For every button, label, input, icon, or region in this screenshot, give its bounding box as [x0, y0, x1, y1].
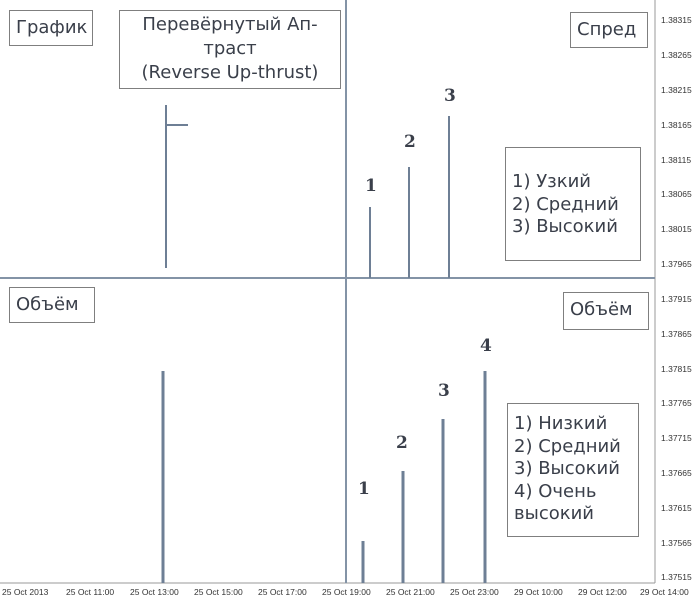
pattern-title-line1: Перевёрнутый Ап-: [142, 14, 318, 35]
price-tick-label: 1.38265: [661, 50, 692, 60]
price-tick-label: 1.38315: [661, 15, 692, 25]
volume-panel-label-left: Объём: [9, 287, 95, 323]
price-tick-label: 1.37615: [661, 503, 692, 513]
price-tick-label: 1.37665: [661, 468, 692, 478]
time-tick-label: 29 Oct 14:00: [640, 587, 689, 597]
time-tick-label: 25 Oct 23:00: [450, 587, 499, 597]
time-tick-label: 25 Oct 11:00: [66, 587, 115, 597]
spread-legend-item: 2) Средний: [512, 193, 619, 215]
volume-legend: 1) Низкий 2) Средний 3) Высокий 4) Очень…: [507, 403, 639, 537]
time-tick-label: 25 Oct 17:00: [258, 587, 307, 597]
time-tick-label: 25 Oct 19:00: [322, 587, 371, 597]
price-tick-label: 1.37765: [661, 398, 692, 408]
price-tick-label: 1.37815: [661, 364, 692, 374]
price-tick-label: 1.37915: [661, 294, 692, 304]
pattern-title: Перевёрнутый Ап- траст (Reverse Up-thrus…: [119, 10, 341, 89]
price-tick-label: 1.38115: [661, 155, 692, 165]
time-tick-label: 25 Oct 2013: [2, 587, 49, 597]
volume-legend-item: 2) Средний: [514, 435, 621, 457]
price-tick-label: 1.37565: [661, 538, 692, 548]
spread-bar-label: 2: [404, 132, 416, 152]
price-tick-label: 1.38065: [661, 189, 692, 199]
volume-bar-label: 3: [438, 381, 450, 401]
price-tick-label: 1.38015: [661, 224, 692, 234]
volume-legend-item: высокий: [514, 503, 594, 524]
price-tick-label: 1.38215: [661, 85, 692, 95]
time-tick-label: 29 Oct 12:00: [578, 587, 627, 597]
volume-bar-label: 4: [480, 336, 492, 356]
price-tick-label: 1.38165: [661, 120, 692, 130]
price-tick-label: 1.37715: [661, 433, 692, 443]
pattern-title-line3: (Reverse Up-thrust): [141, 62, 319, 83]
volume-legend-item: 1) Низкий: [514, 413, 608, 434]
spread-bar-label: 1: [365, 176, 377, 196]
volume-bar-label: 2: [396, 433, 408, 453]
spread-panel-label: Спред: [570, 12, 648, 48]
spread-legend-item: 1) Узкий: [512, 171, 592, 192]
pattern-title-line2: траст: [203, 38, 257, 59]
time-tick-label: 25 Oct 21:00: [386, 587, 435, 597]
price-tick-label: 1.37515: [661, 572, 692, 582]
time-tick-label: 25 Oct 15:00: [194, 587, 243, 597]
volume-panel-label-right: Объём: [563, 292, 649, 330]
volume-bar-label: 1: [358, 479, 370, 499]
chart-panel-label: График: [9, 10, 93, 46]
price-tick-label: 1.37965: [661, 259, 692, 269]
volume-legend-item: 4) Очень: [514, 480, 597, 502]
time-tick-label: 29 Oct 10:00: [514, 587, 563, 597]
spread-legend-item: 3) Высокий: [512, 216, 618, 237]
price-tick-label: 1.37865: [661, 329, 692, 339]
time-tick-label: 25 Oct 13:00: [130, 587, 179, 597]
volume-legend-item: 3) Высокий: [514, 458, 620, 479]
spread-legend: 1) Узкий 2) Средний 3) Высокий: [505, 147, 641, 261]
spread-bar-label: 3: [444, 86, 456, 106]
